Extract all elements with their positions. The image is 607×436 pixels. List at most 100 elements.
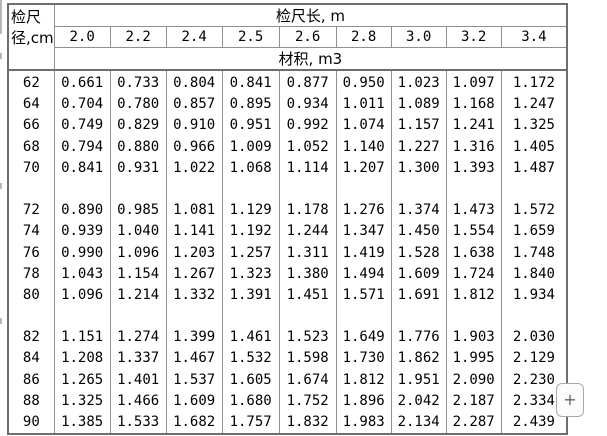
cell-value: 1.337 — [117, 350, 160, 367]
length-header-cell: 检尺长, m — [53, 3, 568, 27]
cell-value: 1.467 — [173, 350, 216, 367]
cell-value: 2.439 — [512, 414, 555, 430]
cell-value: 0.704 — [61, 96, 104, 113]
cell-value: 1.405 — [512, 138, 555, 155]
cell-value: 1.257 — [229, 244, 272, 261]
cell-value: 1.141 — [173, 223, 216, 240]
cell-value: 1.571 — [342, 286, 385, 303]
diameter-header-line2: 径,cm — [11, 29, 54, 47]
cell-value: 62 — [22, 75, 40, 91]
cell-value: 1.461 — [229, 329, 272, 346]
expand-button[interactable]: + — [556, 383, 584, 417]
cell-value — [280, 179, 336, 200]
cell-value: 1.380 — [286, 265, 329, 282]
cell-value: 1.995 — [452, 350, 495, 367]
cell-value: 1.730 — [342, 350, 385, 367]
volume-column: 0.841 0.895 0.951 1.009 1.068 1.129 1.192 1.25… — [221, 68, 280, 435]
cell-value: 0.841 — [229, 75, 272, 91]
cell-value: 0.939 — [61, 223, 104, 240]
cell-value: 2.042 — [397, 392, 440, 409]
cell-value: 1.325 — [61, 392, 104, 409]
cell-value: 1.983 — [342, 414, 385, 430]
cell-value: 1.537 — [173, 371, 216, 388]
cell-value — [9, 179, 54, 200]
length-column-header: 3.0 — [390, 26, 447, 48]
cell-value: 1.419 — [342, 244, 385, 261]
cell-value: 1.812 — [452, 286, 495, 303]
cell-value: 0.780 — [117, 96, 160, 113]
cell-value: 0.966 — [173, 138, 216, 155]
volume-column: 1.172 1.247 1.325 1.405 1.487 1.572 1.659 1.74… — [500, 68, 568, 435]
cell-value: 0.931 — [117, 159, 160, 176]
cell-value: 1.528 — [397, 244, 440, 261]
length-column-header: 2.6 — [278, 26, 337, 48]
cell-value: 1.140 — [342, 138, 385, 155]
cell-value: 0.877 — [286, 75, 329, 91]
volume-column: 0.733 0.780 0.829 0.880 0.931 0.985 1.040 1.09… — [109, 68, 167, 435]
cell-value: 1.157 — [397, 117, 440, 134]
cell-value: 2.129 — [512, 350, 555, 367]
cell-value: 90 — [22, 414, 40, 430]
cell-value — [111, 179, 166, 200]
cell-value — [167, 306, 222, 327]
cell-value: 1.244 — [286, 223, 329, 240]
cell-value: 1.393 — [452, 159, 495, 176]
cell-value — [55, 306, 110, 327]
cell-value: 1.081 — [173, 202, 216, 219]
cell-value: 1.832 — [286, 414, 329, 430]
cell-value: 88 — [22, 392, 40, 409]
cell-value: 1.934 — [512, 286, 555, 303]
cell-value: 0.895 — [229, 96, 272, 113]
cell-value: 1.325 — [512, 117, 555, 134]
cell-value: 1.680 — [229, 392, 272, 409]
cell-value: 1.598 — [286, 350, 329, 367]
cell-value: 1.009 — [229, 138, 272, 155]
cell-value: 1.812 — [342, 371, 385, 388]
cell-value: 1.192 — [229, 223, 272, 240]
diameter-header-cell: 检尺 径,cm — [7, 3, 55, 71]
cell-value: 0.829 — [117, 117, 160, 134]
cell-value: 1.096 — [61, 286, 104, 303]
cell-value: 64 — [22, 96, 40, 113]
cell-value — [9, 306, 54, 327]
volume-column: 0.950 1.011 1.074 1.140 1.207 1.276 1.347 1.41… — [335, 68, 392, 435]
cell-value: 0.934 — [286, 96, 329, 113]
cell-value: 0.950 — [342, 75, 385, 91]
cell-value: 0.990 — [61, 244, 104, 261]
cell-value: 70 — [22, 159, 40, 176]
header-row-volume: 材积, m3 — [8, 47, 568, 71]
cell-value — [392, 306, 446, 327]
volume-column: 0.804 0.857 0.910 0.966 1.022 1.081 1.141 1.20… — [165, 68, 223, 435]
cell-value — [502, 306, 567, 327]
cell-value: 1.172 — [512, 75, 555, 91]
cell-value: 1.473 — [452, 202, 495, 219]
cell-value: 1.748 — [512, 244, 555, 261]
cell-value: 1.638 — [452, 244, 495, 261]
cell-value: 1.554 — [452, 223, 495, 240]
cell-value: 2.230 — [512, 371, 555, 388]
cell-value — [223, 306, 279, 327]
cell-value: 74 — [22, 223, 40, 240]
cell-value: 2.090 — [452, 371, 495, 388]
cell-value — [392, 179, 446, 200]
cell-value: 1.323 — [229, 265, 272, 282]
cell-value: 0.951 — [229, 117, 272, 134]
length-column-header: 2.5 — [221, 26, 280, 48]
cell-value: 78 — [22, 265, 40, 282]
cell-value: 1.241 — [452, 117, 495, 134]
cell-value: 68 — [22, 138, 40, 155]
cell-value: 2.287 — [452, 414, 495, 430]
cell-value — [447, 179, 501, 200]
length-column-header: 2.0 — [53, 26, 111, 48]
cell-value: 1.214 — [117, 286, 160, 303]
cell-value: 0.985 — [117, 202, 160, 219]
volume-header-cell: 材积, m3 — [53, 47, 568, 71]
cell-value — [337, 179, 391, 200]
cell-value: 1.227 — [397, 138, 440, 155]
cell-value: 0.880 — [117, 138, 160, 155]
cell-value: 1.840 — [512, 265, 555, 282]
length-column-header: 3.2 — [445, 26, 502, 48]
volume-column: 0.661 0.704 0.749 0.794 0.841 0.890 0.939 0.99… — [53, 68, 111, 435]
header-row-columns: 2.0 2.2 2.4 2.5 2.6 2.8 3.0 3.2 3.4 — [8, 26, 568, 48]
cell-value: 1.451 — [286, 286, 329, 303]
